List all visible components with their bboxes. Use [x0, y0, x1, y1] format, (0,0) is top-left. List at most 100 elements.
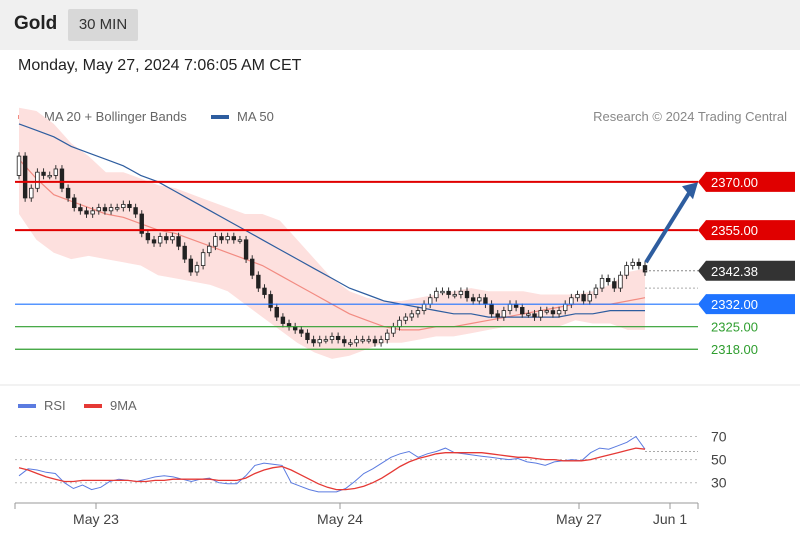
candle-body — [274, 306, 279, 318]
candle-body — [575, 294, 580, 299]
candle-body — [587, 294, 592, 302]
candle-body — [72, 197, 77, 209]
legend-ma50-label: MA 50 — [237, 109, 274, 124]
instrument-title: Gold — [14, 13, 58, 34]
candle-body — [427, 297, 433, 305]
candle-body — [317, 339, 322, 344]
candle-body — [385, 332, 390, 340]
candle-body — [323, 339, 329, 342]
candle-body — [41, 171, 46, 176]
candle-body — [354, 339, 359, 344]
candle-body — [544, 310, 550, 313]
candle-body — [452, 294, 457, 297]
rsi-swatch — [18, 403, 36, 408]
candle-body — [636, 261, 642, 266]
candle-body — [434, 290, 439, 299]
candle-body — [102, 207, 108, 212]
x-tick-label: Jun 1 — [653, 511, 687, 527]
candle-body — [329, 335, 335, 340]
candle-body — [446, 290, 451, 295]
candle-body — [501, 310, 507, 318]
candle-body — [464, 290, 470, 299]
candle-body — [29, 187, 34, 199]
rsi-tick-label: 70 — [711, 429, 727, 445]
candle-body — [569, 297, 574, 305]
candle-body — [256, 274, 261, 289]
candle-body — [188, 258, 194, 273]
candle-body — [151, 239, 157, 244]
candle-body — [581, 294, 586, 302]
candle-body — [397, 319, 402, 328]
legend-ma20-label: MA 20 + Bollinger Bands — [44, 109, 187, 124]
legend-rsi-label: RSI — [44, 398, 66, 413]
candle-body — [415, 310, 421, 315]
bollinger-band — [19, 107, 645, 359]
candle-body — [403, 316, 408, 321]
candle-body — [65, 187, 71, 199]
legend-ma50: MA 50 — [211, 109, 274, 124]
candle-body — [421, 303, 427, 312]
candle-body — [262, 287, 267, 295]
candle-body — [121, 203, 126, 209]
candle-body — [78, 207, 83, 212]
rsi-series-9ma — [18, 447, 646, 491]
candle-body — [47, 175, 52, 178]
candle-body — [268, 294, 273, 308]
candle-body — [53, 168, 59, 176]
candle-body — [164, 236, 169, 241]
candle-body — [556, 310, 562, 315]
x-tick-label: May 24 — [317, 511, 363, 527]
candle-body — [489, 303, 494, 315]
target-arrow-head — [682, 182, 698, 200]
candle-body — [225, 236, 230, 241]
candle-body — [219, 236, 224, 241]
level-tag-2370.00 — [698, 171, 795, 192]
candle-body — [630, 261, 635, 266]
candle-body — [182, 245, 187, 260]
candle-body — [114, 207, 120, 210]
candle-body — [16, 155, 22, 176]
timeframe-button[interactable]: 30 MIN — [68, 9, 138, 41]
candle-body — [605, 278, 611, 283]
candle-body — [299, 329, 304, 334]
candle-body — [507, 303, 513, 312]
candle-body — [483, 297, 488, 305]
candle-body — [108, 207, 114, 212]
candle-body — [59, 168, 65, 189]
level-tag-2332.00 — [698, 294, 795, 315]
candle-body — [157, 236, 163, 244]
candle-body — [563, 303, 568, 312]
timestamp: Monday, May 27, 2024 7:06:05 AM CET — [18, 57, 302, 74]
candle-body — [243, 239, 249, 260]
level-tag-2342.38 — [698, 260, 795, 281]
candle-body — [96, 207, 101, 212]
candle-body — [624, 265, 629, 276]
level-label-2332.00: 2332.00 — [711, 297, 758, 312]
level-label-2318.00: 2318.00 — [711, 342, 758, 357]
candle-body — [305, 332, 310, 340]
candle-body — [342, 339, 347, 344]
candle-body — [213, 236, 218, 247]
x-tick-label: May 27 — [556, 511, 602, 527]
candle-body — [127, 203, 132, 209]
candle-body — [348, 342, 353, 345]
candle-body — [477, 297, 482, 302]
level-label-2342.38: 2342.38 — [711, 264, 758, 279]
candle-body — [133, 207, 138, 215]
candle-body — [35, 171, 40, 189]
candle-body — [470, 297, 476, 302]
legend-rsi: RSI — [18, 398, 66, 413]
level-label-2325.00: 2325.00 — [711, 320, 758, 335]
candle-body — [170, 236, 175, 241]
candle-body — [495, 313, 500, 318]
candle-body — [200, 252, 206, 266]
target-arrow-shaft — [644, 187, 694, 264]
candle-body — [207, 245, 212, 254]
candle-body — [237, 239, 243, 242]
candle-body — [84, 210, 89, 215]
research-credit: Research © 2024 Trading Central — [593, 109, 787, 124]
candle-body — [22, 155, 28, 199]
legend-9ma: 9MA — [84, 398, 137, 413]
candle-body — [440, 290, 445, 294]
